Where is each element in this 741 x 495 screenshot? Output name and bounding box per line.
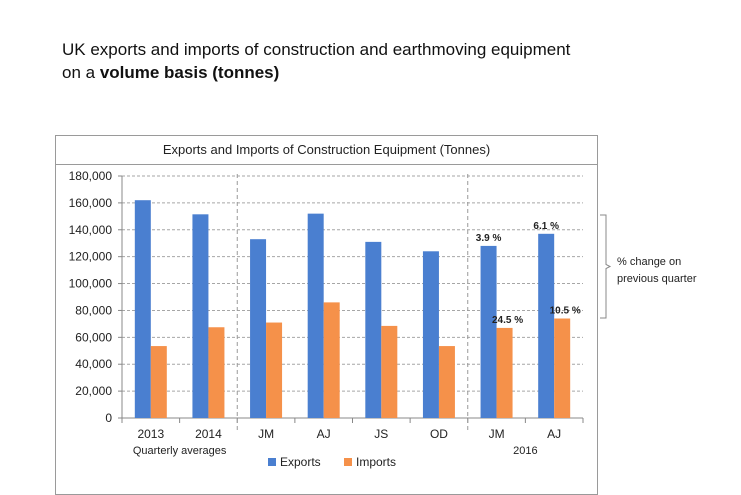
- x-tick-label: 2014: [195, 427, 222, 441]
- bar-imports: [381, 325, 398, 418]
- bar-imports: [438, 346, 455, 418]
- bar-exports: [422, 251, 439, 418]
- y-tick-label: 160,000: [69, 196, 113, 210]
- bar-imports: [323, 302, 340, 418]
- chart-title: Exports and Imports of Construction Equi…: [56, 136, 597, 165]
- heading-line-2-bold: volume basis (tonnes): [99, 63, 280, 82]
- y-tick-label: 100,000: [69, 277, 113, 291]
- y-tick-label: 180,000: [69, 169, 113, 183]
- y-tick-label: 60,000: [75, 330, 112, 344]
- x-tick-label: OD: [430, 427, 448, 441]
- x-tick-label: AJ: [547, 427, 561, 441]
- bar-imports: [266, 322, 283, 418]
- heading-line-1: UK exports and imports of construction a…: [62, 40, 571, 59]
- x-tick-label: JS: [374, 427, 388, 441]
- y-tick-label: 20,000: [75, 384, 112, 398]
- bar-exports: [134, 200, 151, 418]
- bar-exports: [538, 233, 555, 418]
- data-label: 24.5 %: [492, 315, 523, 326]
- bar-imports: [150, 346, 167, 418]
- x-tick-label: JM: [489, 427, 505, 441]
- group-label: 2016: [513, 445, 537, 457]
- legend-swatch-exports: [268, 458, 276, 466]
- note-line-1: % change on: [617, 256, 682, 268]
- note-line-2: previous quarter: [617, 273, 697, 285]
- x-tick-label: 2013: [137, 427, 164, 441]
- bar-imports: [208, 327, 225, 418]
- bar-exports: [365, 241, 382, 418]
- bracket-icon: [600, 214, 612, 319]
- percent-change-note: % change on previous quarter: [617, 254, 697, 288]
- bar-imports: [554, 318, 571, 418]
- heading-line-2: on a volume basis (tonnes): [62, 61, 570, 84]
- bar-exports: [480, 245, 497, 418]
- page-heading: UK exports and imports of construction a…: [62, 38, 570, 84]
- y-tick-label: 120,000: [69, 250, 113, 264]
- x-tick-label: JM: [258, 427, 274, 441]
- x-tick-label: AJ: [317, 427, 331, 441]
- y-tick-label: 80,000: [75, 303, 112, 317]
- bar-exports: [192, 214, 209, 418]
- heading-line-2-prefix: on a: [62, 63, 100, 82]
- y-tick-label: 0: [105, 411, 112, 425]
- bar-imports: [496, 327, 513, 418]
- legend-swatch-imports: [344, 458, 352, 466]
- data-label: 10.5 %: [550, 306, 581, 317]
- y-tick-label: 140,000: [69, 223, 113, 237]
- data-label: 3.9 %: [476, 233, 502, 244]
- bar-exports: [307, 213, 324, 418]
- y-tick-label: 40,000: [75, 357, 112, 371]
- legend-label-imports: Imports: [356, 455, 396, 469]
- legend-label-exports: Exports: [280, 455, 321, 469]
- bar-exports: [250, 239, 267, 418]
- group-label: Quarterly averages: [133, 445, 227, 457]
- data-label: 6.1 %: [533, 221, 559, 232]
